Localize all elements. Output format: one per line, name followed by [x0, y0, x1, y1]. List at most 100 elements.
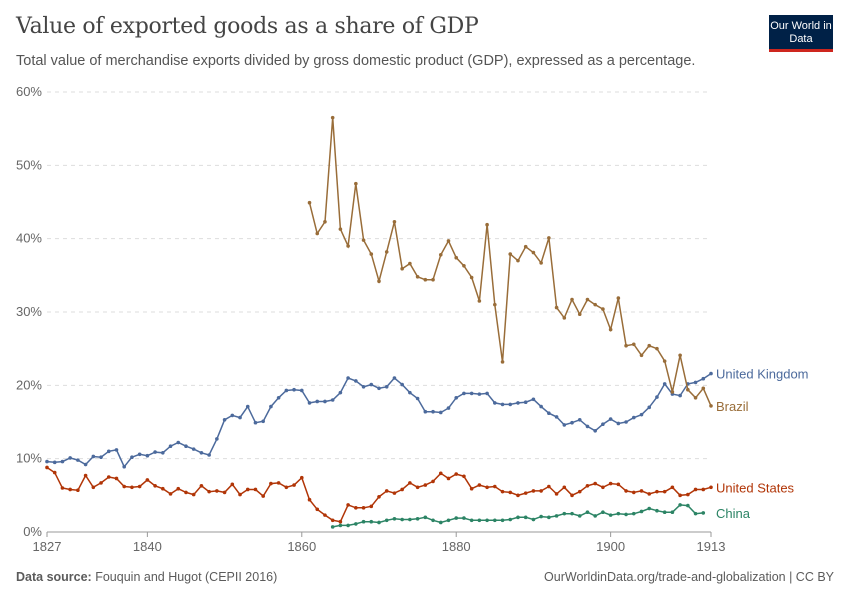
owid-logo[interactable]: Our World in Data: [769, 15, 833, 52]
data-point-united-states: [45, 465, 49, 470]
data-point-china: [330, 525, 335, 529]
source-link[interactable]: Fouquin and Hugot (CEPII 2016): [95, 570, 278, 584]
data-point-china: [377, 520, 381, 525]
data-point-china: [585, 510, 590, 514]
data-point-united-states: [176, 486, 181, 491]
data-point-china: [662, 510, 667, 514]
data-point-united-kingdom: [431, 409, 435, 414]
data-point-united-kingdom: [562, 423, 567, 427]
data-point-united-kingdom: [168, 444, 173, 449]
data-point-united-kingdom: [269, 404, 273, 409]
data-point-brazil: [601, 307, 605, 311]
data-point-brazil: [523, 244, 528, 249]
data-point-china: [631, 511, 636, 516]
data-point-united-states: [662, 489, 667, 494]
data-point-united-states: [554, 492, 559, 496]
data-point-united-states: [608, 481, 613, 486]
data-point-united-kingdom: [315, 399, 320, 404]
data-point-china: [639, 509, 644, 514]
data-point-united-states: [601, 485, 605, 490]
data-point-brazil: [678, 353, 682, 358]
data-point-brazil: [346, 244, 350, 248]
data-point-united-states: [261, 494, 265, 498]
data-point-china: [338, 523, 343, 528]
data-point-united-states: [686, 492, 690, 497]
data-point-china: [562, 511, 567, 516]
data-point-united-states: [678, 493, 682, 498]
data-point-china: [670, 510, 675, 514]
url-license[interactable]: OurWorldinData.org/trade-and-globalizati…: [544, 570, 834, 584]
data-point-brazil: [392, 220, 397, 224]
data-point-china: [678, 503, 682, 507]
data-point-united-states: [516, 493, 520, 498]
data-point-united-kingdom: [176, 440, 181, 445]
data-point-united-kingdom: [616, 421, 621, 426]
data-point-united-kingdom: [276, 396, 281, 400]
data-point-united-states: [647, 492, 652, 496]
series-label-united-kingdom: United Kingdom: [716, 367, 809, 382]
data-point-brazil: [562, 316, 567, 320]
data-point-united-kingdom: [647, 405, 652, 410]
data-point-united-states: [570, 493, 574, 498]
data-point-united-states: [469, 486, 474, 491]
data-point-united-kingdom: [446, 406, 451, 410]
data-point-united-states: [245, 487, 250, 492]
data-point-united-states: [547, 484, 551, 489]
y-tick-label: 30%: [16, 304, 42, 319]
data-point-brazil: [516, 258, 520, 263]
data-point-united-states: [701, 487, 706, 492]
data-point-united-states: [68, 487, 72, 492]
data-point-united-states: [531, 489, 536, 493]
data-point-brazil: [400, 266, 404, 271]
data-point-china: [686, 503, 690, 508]
data-point-united-kingdom: [709, 371, 713, 376]
data-point-united-kingdom: [384, 385, 389, 389]
data-point-united-states: [99, 481, 103, 485]
data-point-united-kingdom: [701, 376, 706, 381]
data-point-brazil: [539, 261, 543, 265]
data-point-china: [593, 514, 597, 518]
data-point-brazil: [408, 261, 412, 266]
data-point-united-states: [377, 495, 381, 499]
data-point-united-kingdom: [45, 459, 49, 464]
data-point-china: [454, 516, 459, 520]
data-point-brazil: [531, 250, 536, 255]
data-point-united-kingdom: [639, 412, 644, 417]
data-point-united-states: [415, 485, 420, 490]
data-point-united-states: [670, 485, 675, 490]
data-point-united-kingdom: [593, 429, 597, 433]
data-point-united-kingdom: [477, 392, 482, 396]
x-tick-label: 1840: [133, 539, 162, 554]
data-point-brazil: [415, 275, 420, 279]
data-point-united-kingdom: [145, 453, 150, 458]
data-point-united-kingdom: [400, 382, 404, 387]
data-point-china: [531, 517, 536, 522]
data-point-brazil: [500, 360, 505, 364]
data-point-united-states: [60, 486, 65, 490]
data-point-china: [616, 511, 621, 516]
data-point-china: [493, 518, 497, 523]
data-point-brazil: [670, 390, 675, 394]
data-point-china: [577, 514, 582, 518]
data-point-china: [539, 514, 543, 519]
y-tick-label: 10%: [16, 451, 42, 466]
data-point-united-kingdom: [245, 404, 250, 409]
data-point-united-states: [493, 484, 497, 489]
data-point-brazil: [585, 297, 590, 302]
data-point-united-kingdom: [253, 420, 258, 425]
source-label: Data source:: [16, 570, 92, 584]
data-point-united-kingdom: [516, 401, 520, 405]
data-point-united-kingdom: [601, 422, 605, 427]
data-point-brazil: [338, 227, 343, 231]
data-point-united-states: [230, 482, 235, 487]
data-point-brazil: [616, 296, 621, 300]
data-point-china: [361, 519, 366, 524]
data-point-united-kingdom: [454, 396, 459, 400]
data-point-brazil: [384, 250, 389, 254]
data-point-brazil: [493, 302, 497, 307]
data-point-united-kingdom: [631, 415, 636, 420]
data-point-united-kingdom: [354, 379, 358, 383]
y-tick-label: 20%: [16, 377, 42, 392]
data-point-united-kingdom: [230, 413, 235, 418]
data-point-brazil: [462, 264, 466, 268]
